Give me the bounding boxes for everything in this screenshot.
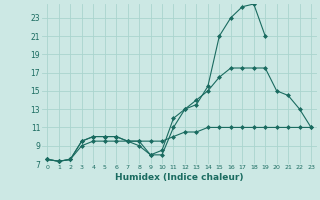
X-axis label: Humidex (Indice chaleur): Humidex (Indice chaleur) — [115, 173, 244, 182]
